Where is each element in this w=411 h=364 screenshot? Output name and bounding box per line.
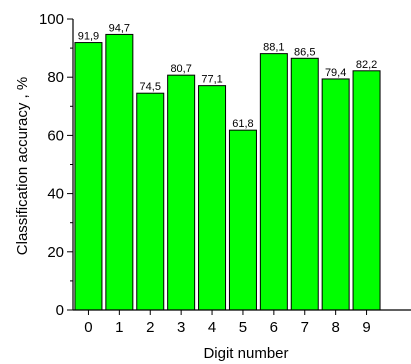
- data-label-3: 80,7: [170, 63, 191, 75]
- x-tick-label-0: 0: [84, 319, 92, 336]
- x-tick-label-4: 4: [208, 319, 216, 336]
- bar-4: [198, 85, 227, 311]
- x-tick-label-5: 5: [239, 319, 247, 336]
- data-label-1: 94,7: [109, 22, 130, 34]
- y-tick-label-80: 80: [47, 69, 64, 86]
- data-label-6: 88,1: [263, 42, 284, 54]
- x-tick-label-2: 2: [146, 319, 154, 336]
- axes-group: 0 20 40 60 80 100 0 1 2 3 4 5 6 7 8 9: [39, 11, 411, 336]
- data-label-8: 79,4: [325, 67, 346, 79]
- bars-group: [74, 33, 381, 311]
- bar-1: [105, 33, 134, 311]
- data-label-0: 91,9: [78, 31, 99, 43]
- bar-6: [259, 53, 288, 311]
- data-labels-group: 91,9 94,7 74,5 80,7 77,1 61,8 88,1 86,5 79,4 82,2: [78, 22, 378, 130]
- bar-7: [290, 57, 319, 311]
- x-tick-label-6: 6: [270, 319, 278, 336]
- data-label-2: 74,5: [140, 81, 161, 93]
- data-label-9: 82,2: [356, 59, 377, 71]
- bar-5: [228, 129, 257, 311]
- bar-8: [321, 78, 350, 311]
- x-tick-label-8: 8: [331, 319, 339, 336]
- y-axis-label: Classification accuracy , %: [14, 77, 31, 255]
- bar-0: [74, 42, 103, 311]
- x-tick-label-7: 7: [301, 319, 309, 336]
- bar-9: [352, 70, 381, 311]
- bar-2: [136, 92, 165, 311]
- y-tick-label-60: 60: [47, 127, 64, 144]
- x-tick-label-9: 9: [362, 319, 370, 336]
- data-label-4: 77,1: [201, 74, 222, 86]
- bar-3: [167, 74, 196, 311]
- y-tick-label-100: 100: [39, 11, 64, 28]
- data-label-5: 61,8: [232, 118, 253, 130]
- data-label-7: 86,5: [294, 46, 315, 58]
- x-tick-label-3: 3: [177, 319, 185, 336]
- y-tick-label-40: 40: [47, 186, 64, 203]
- x-axis-label: Digit number: [203, 345, 288, 362]
- y-tick-label-0: 0: [56, 302, 64, 319]
- y-tick-label-20: 20: [47, 244, 64, 261]
- x-tick-label-1: 1: [115, 319, 123, 336]
